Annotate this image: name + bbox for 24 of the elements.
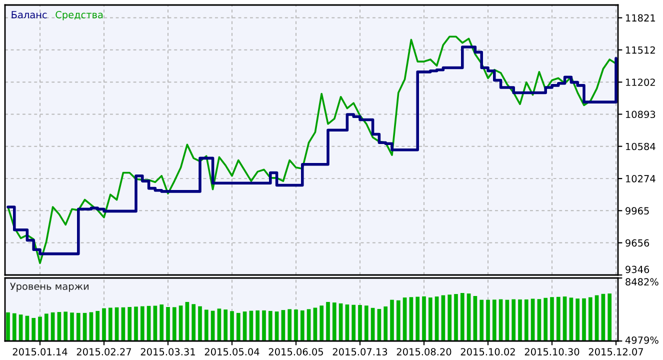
y-tick-label: 11821: [626, 14, 655, 22]
x-tick-label: 2015.01.14: [12, 348, 68, 356]
y-tick-label: 4979%: [625, 336, 658, 344]
y-tick-label: 9656: [626, 239, 650, 247]
x-tick-label: 2015.06.05: [268, 348, 323, 356]
y-tick-label: 9965: [626, 207, 649, 214]
x-tick-label: 2015.10.02: [460, 348, 515, 356]
text: Средства: [56, 11, 103, 20]
x-tick-label: 2015.10.30: [524, 348, 580, 356]
y-tick-label: 9346: [626, 266, 650, 274]
x-tick-label: 2015.05.04: [204, 348, 260, 356]
chart-title: Уровень маржи: [10, 282, 88, 292]
x-tick-label: 2015.03.31: [140, 348, 195, 356]
y-tick-label: 10584: [626, 142, 656, 150]
y-tick-label: 11512: [626, 46, 655, 54]
x-tick-label: 2015.07.13: [332, 348, 388, 356]
x-tick-label: 2015.12.07: [588, 348, 643, 356]
y-tick-label: 10274: [626, 175, 656, 182]
y-tick-label: 10893: [626, 110, 656, 118]
text: Баланс: [12, 11, 47, 18]
x-tick-label: 2015.08.20: [396, 348, 452, 356]
y-tick-label: 11202: [626, 78, 655, 86]
x-tick-label: 2015.02.27: [76, 348, 131, 356]
y-tick-label: 8482%: [626, 278, 658, 286]
